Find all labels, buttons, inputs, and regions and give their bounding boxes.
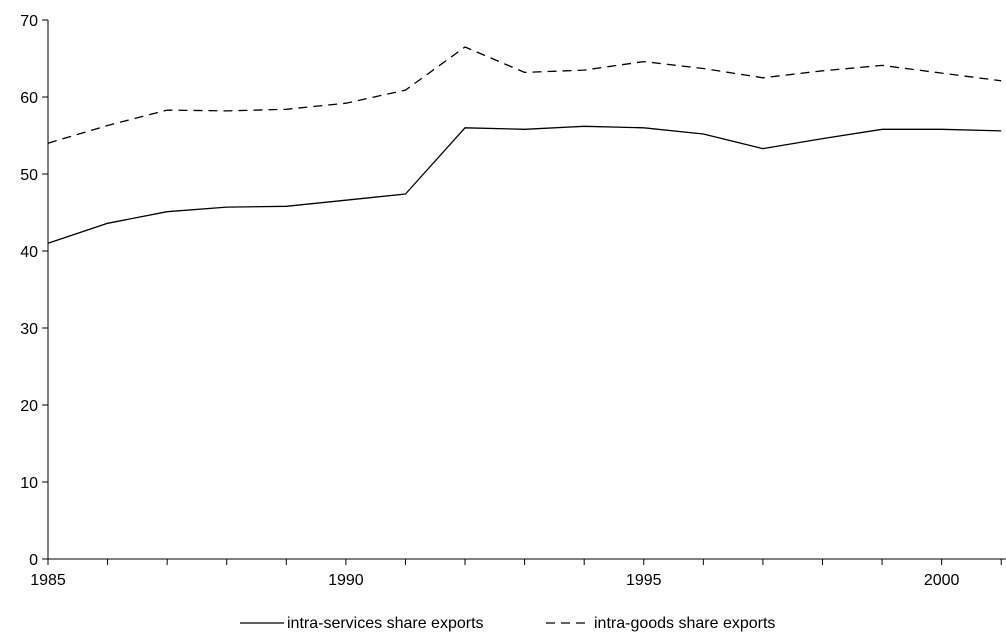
- y-tick-label: 40: [20, 244, 38, 261]
- y-tick-label: 60: [20, 90, 38, 107]
- y-tick-label: 50: [20, 167, 38, 184]
- legend-label-goods: intra-goods share exports: [594, 615, 775, 632]
- x-tick-label: 1985: [30, 572, 66, 589]
- y-tick-label: 0: [29, 552, 38, 569]
- legend-label-services: intra-services share exports: [287, 615, 484, 632]
- x-tick-labels: 1985 1990 1995 2000: [30, 572, 959, 589]
- x-tick-label: 2000: [924, 572, 960, 589]
- series-line-0: [47, 125, 1002, 244]
- x-tick-label: 1990: [328, 572, 364, 589]
- series-line-1: [47, 46, 1002, 144]
- y-tick-labels: 0 10 20 30 40 50 60 70: [20, 13, 38, 569]
- y-tick-label: 70: [20, 13, 38, 30]
- x-tick-label: 1995: [626, 572, 662, 589]
- series-lines: [47, 46, 1002, 244]
- y-tick-label: 10: [20, 475, 38, 492]
- legend: intra-services share exports intra-goods…: [240, 615, 775, 632]
- y-tick-label: 30: [20, 321, 38, 338]
- y-tick-label: 20: [20, 398, 38, 415]
- axes: [42, 19, 1006, 565]
